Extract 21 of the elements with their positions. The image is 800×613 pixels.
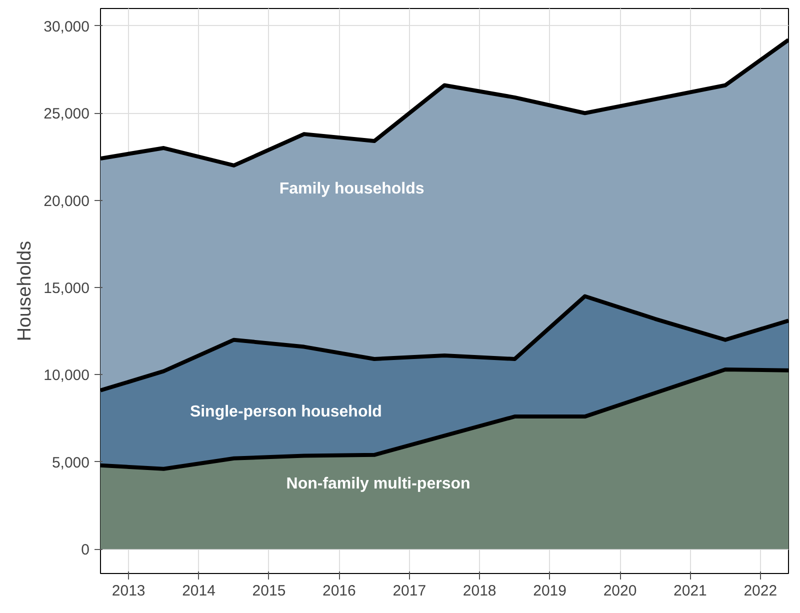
x-tick-label: 2016 (322, 582, 356, 600)
x-tick-label: 2017 (392, 582, 426, 600)
y-tick-label: 15,000 (44, 280, 90, 298)
x-tick-label: 2018 (462, 582, 496, 600)
series-label: Non-family multi-person (286, 476, 470, 493)
series-label: Single-person household (190, 404, 382, 421)
y-tick-label: 25,000 (44, 106, 90, 123)
x-tick-label: 2015 (252, 582, 286, 600)
y-tick-label: 0 (81, 542, 90, 559)
x-tick-label: 2022 (744, 582, 778, 600)
x-tick-label: 2020 (603, 582, 637, 600)
x-tick-label: 2013 (112, 582, 146, 600)
y-tick-label: 30,000 (44, 18, 90, 36)
y-tick-label: 5,000 (52, 454, 90, 472)
series-label: Family households (279, 180, 424, 198)
y-tick-label: 20,000 (44, 192, 90, 210)
y-axis-title: Households (14, 240, 36, 342)
y-tick-label: 10,000 (44, 367, 90, 384)
x-tick-label: 2019 (533, 582, 566, 600)
x-tick-label: 2014 (182, 582, 216, 600)
x-tick-label: 2021 (674, 582, 707, 600)
